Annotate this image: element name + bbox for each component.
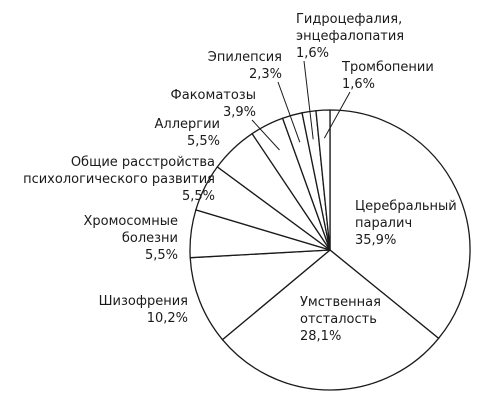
- slice-label-1: Церебральный паралич 35,9%: [355, 199, 457, 248]
- slice-label-line: энцефалопатия: [296, 29, 404, 44]
- slice-value-5: 5,5%: [182, 189, 215, 204]
- slice-label-3: Шизофрения 10,2%: [99, 294, 188, 326]
- slice-label-line: Факоматозы: [171, 88, 256, 103]
- slice-value-3: 10,2%: [147, 311, 188, 326]
- slice-label-line: Церебральный: [355, 199, 457, 214]
- leader-line-7: [251, 119, 280, 151]
- slice-value-9: 1,6%: [296, 46, 329, 61]
- slice-label-line: Тромбопении: [341, 60, 434, 75]
- slice-label-line: Эпилепсия: [208, 50, 282, 65]
- slice-label-line: Умственная: [300, 295, 381, 310]
- slice-label-5: Общие расстройства психологического разви…: [23, 155, 215, 204]
- pie-slice-3: [189, 249, 331, 341]
- slice-label-line: паралич: [355, 216, 412, 231]
- slice-label-9: Гидроцефалия, энцефалопатия 1,6%: [296, 12, 404, 61]
- slice-value-8: 2,3%: [249, 67, 282, 82]
- leader-line-8: [277, 81, 301, 143]
- slice-label-7: Факоматозы 3,9%: [171, 88, 256, 120]
- slice-label-6: Аллергии 5,5%: [155, 117, 221, 149]
- slice-label-line: Общие расстройства: [71, 155, 215, 170]
- slice-label-line: болезни: [122, 231, 178, 246]
- slice-label-10: Тромбопении 1,6%: [341, 60, 434, 92]
- pie-slice-1: [329, 109, 471, 339]
- slice-label-line: Хромосомные: [83, 214, 178, 229]
- slice-label-8: Эпилепсия 2,3%: [208, 50, 282, 82]
- pie-slice-2: [221, 249, 440, 391]
- slice-value-10: 1,6%: [342, 77, 375, 92]
- slice-value-1: 35,9%: [355, 233, 396, 248]
- slice-label-4: Хромосомные болезни 5,5%: [83, 214, 178, 263]
- slice-label-line: отсталость: [300, 312, 377, 327]
- slice-label-line: Шизофрения: [99, 294, 188, 309]
- slice-label-line: Аллергии: [155, 117, 221, 132]
- slice-value-2: 28,1%: [300, 329, 341, 344]
- slice-label-line: психологического развития: [23, 172, 215, 187]
- slice-value-7: 3,9%: [223, 105, 256, 120]
- pie-slice-10: [315, 109, 331, 251]
- slice-value-6: 5,5%: [187, 134, 220, 149]
- leader-line-9: [303, 60, 314, 140]
- slice-value-4: 5,5%: [145, 248, 178, 263]
- slice-label-line: Гидроцефалия,: [296, 12, 402, 27]
- slice-label-2: Умственная отсталость 28,1%: [300, 295, 381, 344]
- leader-line-10: [323, 91, 351, 139]
